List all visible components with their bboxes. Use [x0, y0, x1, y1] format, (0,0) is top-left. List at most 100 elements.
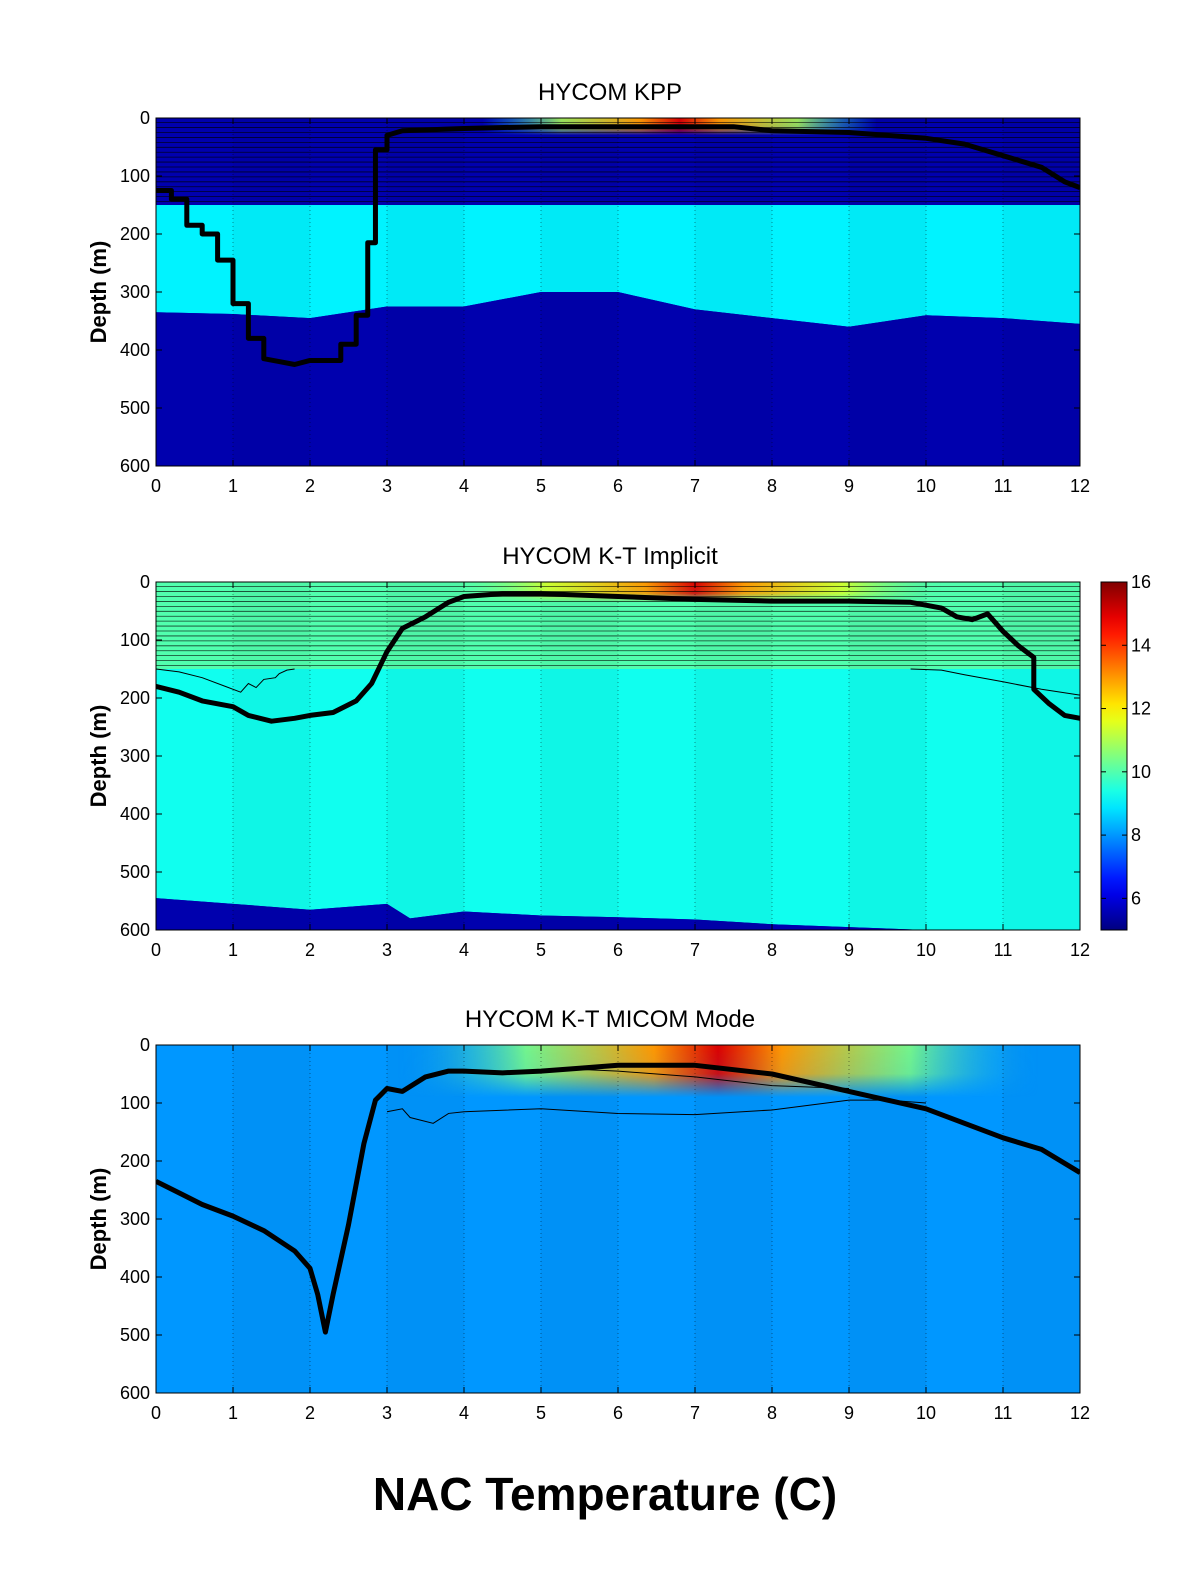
column-band: [541, 118, 618, 466]
isotherm-line-1: [386, 1099, 927, 1124]
x-tick-label: 12: [1070, 476, 1090, 496]
x-tick-label: 10: [916, 940, 936, 960]
x-tick-label: 3: [382, 1403, 392, 1423]
x-tick-label: 5: [536, 1403, 546, 1423]
y-tick-label: 100: [120, 166, 150, 186]
y-tick-label: 400: [120, 340, 150, 360]
x-tick-label: 2: [305, 476, 315, 496]
colorbar-tick-label: 14: [1131, 635, 1151, 655]
y-tick-label: 500: [120, 398, 150, 418]
y-axis: 0 100 200 300 400 500 600: [120, 1035, 1080, 1403]
x-tick-label: 5: [536, 940, 546, 960]
x-tick-label: 10: [916, 1403, 936, 1423]
x-tick-label: 5: [536, 476, 546, 496]
x-tick-label: 7: [690, 1403, 700, 1423]
x-axis: 0 1 2 3 4 5 6 7 8 9 10 11 12: [151, 582, 1090, 960]
y-axis-label: Depth (m): [86, 705, 111, 808]
y-tick-label: 600: [120, 456, 150, 476]
y-tick-label: 500: [120, 1325, 150, 1345]
mixed-layer-depth-line: [156, 1062, 1080, 1335]
column-band: [695, 582, 772, 930]
x-tick-label: 1: [228, 476, 238, 496]
colorbar-scale: [1100, 581, 1128, 931]
x-tick-label: 8: [767, 940, 777, 960]
x-tick-label: 6: [613, 1403, 623, 1423]
column-band: [849, 118, 926, 466]
y-tick-label: 200: [120, 1151, 150, 1171]
panel-2: 0 1 2 3 4 5 6 7 8 9 10 11 120100200300400500600Depth…: [86, 543, 1090, 960]
y-axis-label: Depth (m): [86, 241, 111, 344]
y-tick-label: 600: [120, 1383, 150, 1403]
x-tick-label: 2: [305, 940, 315, 960]
x-tick-label: 11: [994, 940, 1013, 960]
x-tick-label: 9: [844, 476, 854, 496]
mixed-layer-depth-line: [156, 591, 1080, 724]
panel-title: HYCOM KPP: [538, 79, 682, 106]
column-band: [387, 118, 464, 466]
y-tick-label: 300: [120, 282, 150, 302]
plot-area: [156, 118, 1080, 466]
column-band: [695, 118, 772, 466]
column-band: [541, 582, 618, 930]
y-tick-label: 100: [120, 630, 150, 650]
colorbar-tick-label: 6: [1131, 888, 1141, 908]
x-tick-label: 3: [382, 476, 392, 496]
x-tick-label: 12: [1070, 1403, 1090, 1423]
column-band: [849, 582, 926, 930]
panel-title: HYCOM K-T MICOM Mode: [465, 1006, 755, 1033]
x-tick-label: 4: [459, 1403, 469, 1423]
mixed-layer-depth-line: [156, 124, 1080, 367]
x-tick-label: 9: [844, 940, 854, 960]
x-tick-label: 6: [613, 476, 623, 496]
colorbar-tick-label: 10: [1131, 762, 1151, 782]
figure-title: NAC Temperature (C): [373, 1468, 837, 1520]
y-tick-label: 0: [140, 572, 150, 592]
colorbar-tick-label: 16: [1131, 572, 1151, 592]
x-tick-label: 1: [228, 1403, 238, 1423]
x-tick-label: 12: [1070, 940, 1090, 960]
x-tick-label: 2: [305, 1403, 315, 1423]
y-tick-label: 600: [120, 920, 150, 940]
panel-3: 0 1 2 3 4 5 6 7 8 9 10 11 120100200300400500600Depth…: [86, 1006, 1090, 1423]
isotherm-line-2: [910, 668, 1080, 696]
colorbar: 6 8 10 12 14 16: [1100, 572, 1151, 931]
y-tick-label: 200: [120, 688, 150, 708]
x-tick-label: 10: [916, 476, 936, 496]
x-tick-label: 7: [690, 940, 700, 960]
x-tick-label: 8: [767, 1403, 777, 1423]
plot-area: [156, 582, 1080, 930]
y-tick-label: 0: [140, 108, 150, 128]
plot-area: [156, 1045, 1080, 1393]
y-tick-label: 400: [120, 804, 150, 824]
y-tick-label: 400: [120, 1267, 150, 1287]
column-band: [233, 118, 310, 466]
x-tick-label: 11: [994, 1403, 1013, 1423]
panel-title: HYCOM K-T Implicit: [502, 543, 718, 570]
x-tick-label: 0: [151, 940, 161, 960]
panel-1: 0 1 2 3 4 5 6 7 8 9 10 11 120100200300400500600Depth…: [86, 79, 1090, 496]
x-tick-label: 7: [690, 476, 700, 496]
y-tick-label: 500: [120, 862, 150, 882]
colorbar-tick-label: 8: [1131, 825, 1141, 845]
x-tick-label: 0: [151, 1403, 161, 1423]
x-axis: 0 1 2 3 4 5 6 7 8 9 10 11 12: [151, 1045, 1090, 1423]
y-axis-label: Depth (m): [86, 1168, 111, 1271]
y-tick-label: 300: [120, 746, 150, 766]
isotherm-line-1: [156, 668, 295, 693]
y-axis: 0 100 200 300 400 500 600: [120, 108, 1080, 476]
x-tick-label: 8: [767, 476, 777, 496]
x-tick-label: 0: [151, 476, 161, 496]
column-band: [1003, 582, 1080, 930]
y-tick-label: 0: [140, 1035, 150, 1055]
x-tick-label: 9: [844, 1403, 854, 1423]
x-tick-label: 4: [459, 476, 469, 496]
x-axis: 0 1 2 3 4 5 6 7 8 9 10 11 12: [151, 118, 1090, 496]
y-tick-label: 300: [120, 1209, 150, 1229]
x-tick-label: 11: [994, 476, 1013, 496]
x-tick-label: 4: [459, 940, 469, 960]
column-band: [233, 582, 310, 930]
temp-region-1: [156, 205, 1080, 327]
y-tick-label: 100: [120, 1093, 150, 1113]
x-tick-label: 1: [228, 940, 238, 960]
